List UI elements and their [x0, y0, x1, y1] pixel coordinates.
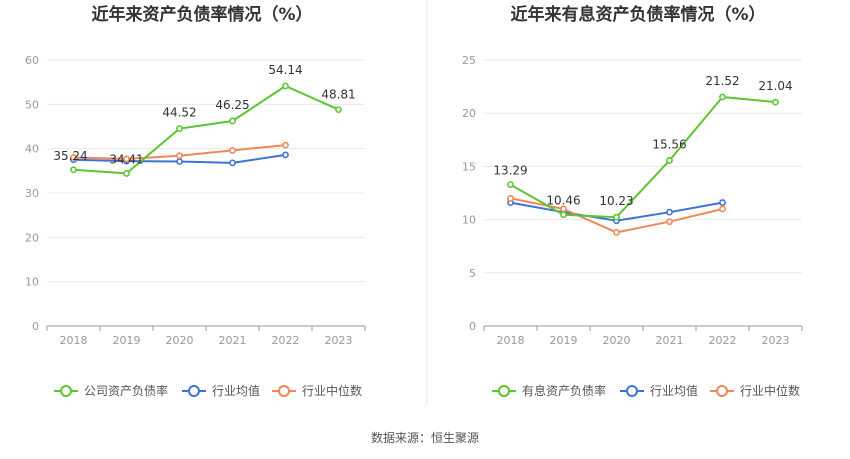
- x-tick-label: 2020: [166, 334, 194, 347]
- legend-marker: [498, 385, 510, 397]
- series-line: [73, 85, 339, 175]
- y-tick-label: 60: [25, 54, 39, 67]
- data-point: [507, 181, 514, 188]
- data-label: 13.29: [493, 164, 527, 178]
- data-label: 46.25: [215, 98, 249, 112]
- x-tick-label: 2018: [497, 334, 525, 347]
- y-tick-label: 40: [25, 143, 39, 156]
- y-tick-label: 25: [462, 54, 476, 67]
- legend-item[interactable]: 行业中位数: [710, 383, 800, 398]
- debt-ratio-chart: 近年来资产负债率情况（%） 0 10 20 30 40 50 60 2018 2019 2020 20…: [25, 4, 366, 398]
- x-tick-label: 2021: [219, 334, 247, 347]
- data-point: [282, 151, 289, 159]
- data-point: [719, 93, 726, 101]
- series-line: [510, 96, 776, 219]
- legend-marker: [716, 385, 728, 397]
- data-point: [229, 159, 236, 167]
- data-point: [666, 157, 673, 164]
- legend-item[interactable]: 行业均值: [182, 383, 260, 398]
- y-tick-label: 0: [32, 320, 39, 333]
- interest-bearing-debt-ratio-chart: 近年来有息资产负债率情况（%） 0 5 10 15 20 25 2018 2019 2020 202…: [462, 4, 803, 398]
- y-tick-label: 20: [25, 231, 39, 244]
- data-label: 34.41: [109, 152, 143, 166]
- data-point: [123, 155, 130, 163]
- data-point: [719, 199, 726, 206]
- data-label: 44.52: [162, 106, 196, 120]
- legend-marker: [60, 385, 72, 397]
- x-tick-label: 2018: [60, 334, 88, 347]
- legend-label: 有息资产负债率: [522, 383, 606, 398]
- y-tick-label: 50: [25, 98, 39, 111]
- legend-marker: [626, 385, 638, 397]
- data-point: [560, 211, 567, 219]
- data-point: [70, 166, 77, 174]
- data-label: 15.56: [652, 137, 686, 151]
- data-point: [176, 125, 183, 133]
- legend-label: 行业中位数: [302, 383, 362, 398]
- x-tick-label: 2022: [709, 334, 737, 347]
- y-tick-label: 10: [25, 276, 39, 289]
- data-point: [719, 205, 726, 213]
- y-tick-label: 15: [462, 160, 476, 173]
- legend-label: 行业均值: [212, 383, 260, 398]
- x-tick-label: 2021: [656, 334, 684, 347]
- y-tick-label: 5: [469, 267, 476, 280]
- x-tick-label: 2022: [272, 334, 300, 347]
- chart-title: 近年来有息资产负债率情况（%）: [510, 4, 765, 25]
- legend-marker: [278, 385, 290, 397]
- x-tick-label: 2020: [603, 334, 631, 347]
- data-point: [772, 98, 779, 106]
- legend-item[interactable]: 公司资产负债率: [54, 383, 168, 398]
- data-label: 10.46: [546, 194, 580, 208]
- data-point: [282, 82, 289, 90]
- data-point: [335, 106, 342, 114]
- y-tick-label: 0: [469, 320, 476, 333]
- data-point: [666, 208, 673, 216]
- legend-label: 公司资产负债率: [84, 383, 168, 398]
- data-point: [176, 158, 183, 165]
- data-point: [229, 117, 236, 125]
- x-tick-label: 2019: [550, 334, 578, 347]
- source-text: 数据来源：恒生聚源: [371, 430, 479, 445]
- data-point: [70, 154, 77, 161]
- legend-item[interactable]: 行业中位数: [272, 383, 362, 398]
- data-point: [229, 147, 236, 154]
- data-label: 35.24: [53, 149, 87, 163]
- data-label: 48.81: [321, 88, 355, 102]
- data-point: [282, 141, 289, 149]
- data-point: [507, 194, 514, 202]
- data-point: [176, 152, 183, 160]
- data-point: [613, 228, 620, 236]
- y-tick-label: 20: [462, 107, 476, 120]
- data-label: 54.14: [268, 63, 302, 77]
- legend-item[interactable]: 有息资产负债率: [492, 383, 606, 398]
- data-point: [666, 218, 673, 226]
- x-tick-label: 2023: [325, 334, 353, 347]
- data-point: [613, 213, 620, 221]
- x-tick-label: 2023: [762, 334, 790, 347]
- y-tick-label: 10: [462, 214, 476, 227]
- legend-label: 行业均值: [650, 383, 698, 398]
- y-tick-label: 30: [25, 187, 39, 200]
- x-tick-label: 2019: [113, 334, 141, 347]
- data-label: 10.23: [599, 194, 633, 208]
- data-label: 21.04: [758, 79, 792, 93]
- chart-title: 近年来资产负债率情况（%）: [91, 4, 312, 25]
- legend-marker: [188, 385, 200, 397]
- data-point: [123, 170, 130, 177]
- legend-label: 行业中位数: [740, 383, 800, 398]
- legend-item[interactable]: 行业均值: [620, 383, 698, 398]
- data-label: 21.52: [705, 74, 739, 88]
